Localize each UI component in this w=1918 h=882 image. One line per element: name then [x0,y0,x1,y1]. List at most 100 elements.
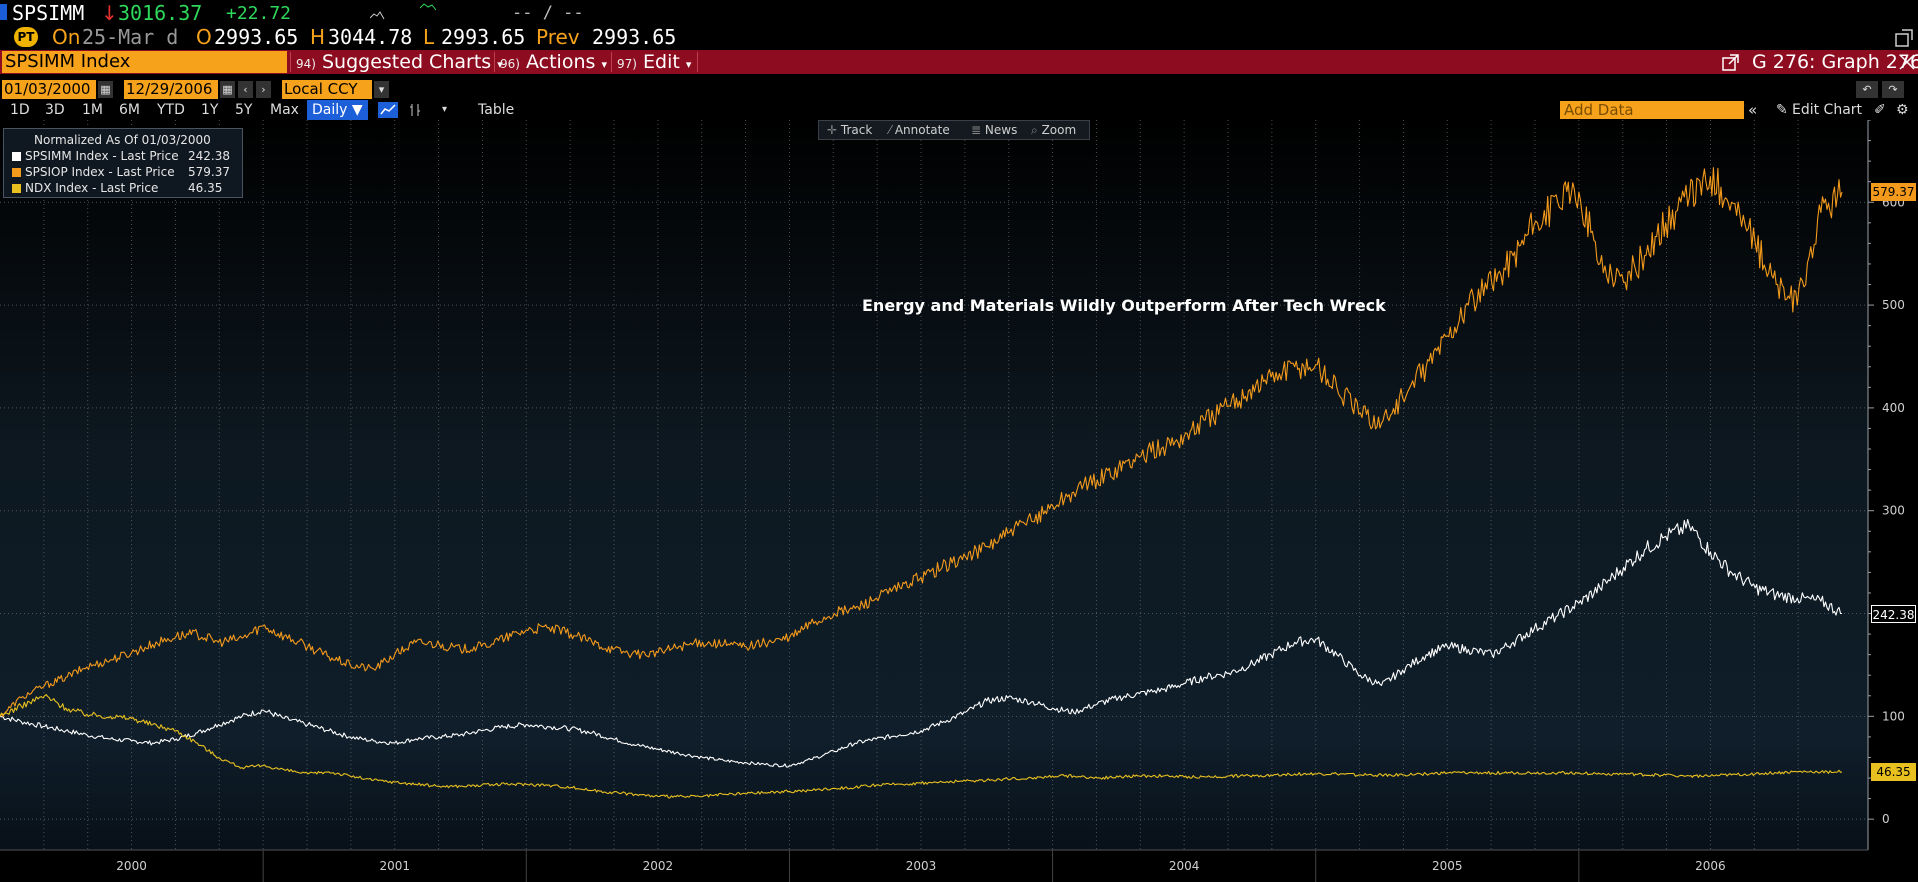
legend-item-spsimm[interactable]: SPSIMM Index - Last Price 242.38 [12,149,230,164]
gear-icon[interactable]: ⚙ [1896,102,1909,118]
grid [0,120,1868,850]
menu-bar: SPSIMM Index 94) Suggested Charts ▾ 96) … [0,50,1918,74]
chevron-down-icon[interactable]: ▾ [374,81,389,98]
y-tick-label: 0 [1882,812,1890,826]
tool-label: Annotate [894,123,950,137]
period-6m[interactable]: 6M [119,102,140,118]
pt-badge[interactable]: PT [14,27,38,47]
edit-chart-button[interactable]: Edit Chart [1792,102,1863,118]
legend-title: Normalized As Of 01/03/2000 [34,133,211,147]
menu-separator [290,52,291,72]
y-tick-label: 300 [1882,504,1905,518]
down-arrow-icon: ↓ [101,1,118,25]
period-ytd[interactable]: YTD [157,102,185,118]
low-label: L [423,25,435,49]
period-toolbar: 1D 3D 1M 6M YTD 1Y 5Y Max Daily ▼ ▾ Tabl… [0,100,1918,120]
legend-item-ndx[interactable]: NDX Index - Last Price 46.35 [12,181,222,196]
bar-chart-icon[interactable] [408,102,424,118]
y-tick-label: 400 [1882,401,1905,415]
series-line-ndx [0,694,1843,799]
line-chart-icon[interactable] [378,102,398,118]
edit-menu[interactable]: 97) Edit ▾ [617,50,691,74]
last-value-label-ndx: 46.35 [1871,762,1916,781]
ticker-symbol[interactable]: SPSIMM [12,1,85,25]
undo-icon[interactable]: ↶ [1856,81,1878,98]
crosshair-icon: ✛ [827,123,838,137]
menu-number: 96) [500,57,520,71]
brush-icon[interactable]: ✐ [1874,102,1886,118]
bid-ask: -- / -- [512,3,584,23]
caret-down-icon: ▾ [497,58,503,71]
table-button[interactable]: Table [478,102,515,118]
period-1m[interactable]: 1M [82,102,103,118]
drag-handle-icon[interactable] [1898,53,1916,71]
next-period-icon[interactable]: › [256,81,271,98]
chart-tools: ✛ Track ⁄ Annotate ≣ News ⌕ Zoom [818,120,1090,140]
chevron-down-icon[interactable]: ▾ [442,104,448,115]
chart-title[interactable]: Energy and Materials Wildly Outperform A… [862,296,1386,315]
caret-down-icon: ▾ [601,58,607,71]
legend-swatch [12,168,21,177]
resize-icon[interactable] [1894,28,1914,48]
x-tick-label: 2003 [906,859,937,873]
zoom-tool[interactable]: ⌕ Zoom [1031,123,1076,138]
menu-label: Suggested Charts [322,51,492,73]
legend-item-spsiop[interactable]: SPSIOP Index - Last Price 579.37 [12,165,230,180]
period-max[interactable]: Max [270,102,299,118]
x-axis: 2000 2001 2002 2003 2004 2005 2006 [116,850,1726,882]
pencil-icon: ✎ [1776,102,1788,118]
last-price: 3016.37 [118,1,203,25]
chart-legend[interactable]: Normalized As Of 01/03/2000 SPSIMM Index… [3,128,243,198]
open-label: O [196,25,212,49]
search-icon: ⌕ [1031,123,1038,137]
annotate-icon: ⁄ [889,123,892,137]
caret-down-icon: ▾ [685,58,692,71]
last-value-label-spsimm: 242.38 [1871,604,1916,623]
annotate-tool[interactable]: ⁄ Annotate [889,123,950,137]
period-3d[interactable]: 3D [45,102,65,118]
currency-select[interactable]: Local CCY [282,80,372,99]
frequency-select[interactable]: Daily ▼ [307,100,368,120]
y-axis: 0100200300400500600 [1868,120,1905,826]
legend-label: SPSIMM Index - Last Price [25,149,179,163]
popout-icon[interactable] [1722,54,1739,71]
end-date-input[interactable]: 12/29/2006 [124,80,218,99]
collapse-icon[interactable]: « [1748,101,1758,119]
menu-separator [611,52,612,72]
tool-label: Track [840,123,873,137]
suggested-charts-menu[interactable]: 94) Suggested Charts ▾ [296,50,503,74]
legend-label: SPSIOP Index - Last Price [25,165,175,179]
prev-label: Prev [536,25,580,49]
price-chart[interactable]: 0100200300400500600 20002001200220032004… [0,120,1918,882]
legend-swatch [12,184,21,193]
redo-icon[interactable]: ↷ [1882,81,1904,98]
start-date-input[interactable]: 01/03/2000 [2,80,96,99]
tool-label: News [984,123,1018,137]
calendar-icon[interactable]: ▦ [98,81,113,98]
calendar-icon[interactable]: ▦ [220,81,235,98]
price-change: +22.72 [226,3,292,24]
news-tool[interactable]: ≣ News [971,123,1017,137]
tool-label: Zoom [1041,123,1077,137]
y-tick-label: 500 [1882,298,1905,312]
period-5y[interactable]: 5Y [235,102,253,118]
period-1d[interactable]: 1D [10,102,30,118]
track-tool[interactable]: ✛ Track [827,123,872,137]
menu-number: 94) [296,57,316,71]
period-1y[interactable]: 1Y [201,102,219,118]
x-tick-label: 2002 [643,859,674,873]
security-field[interactable]: SPSIMM Index [2,51,287,73]
menu-label: Edit [643,51,680,73]
legend-value: 579.37 [188,165,230,179]
legend-swatch [12,152,21,161]
sparkline-green-icon [420,3,436,11]
prev-period-icon[interactable]: ‹ [238,81,253,98]
actions-menu[interactable]: 96) Actions ▾ [500,50,607,74]
series-line-spsiop [0,167,1843,717]
prev-value: 2993.65 [592,25,677,49]
x-tick-label: 2000 [116,859,147,873]
graph-label: G 276: Graph 276 [1752,51,1918,73]
add-data-input[interactable]: Add Data [1560,101,1744,119]
menu-separator [697,52,698,72]
quote-date: 25-Mar d [82,25,179,49]
